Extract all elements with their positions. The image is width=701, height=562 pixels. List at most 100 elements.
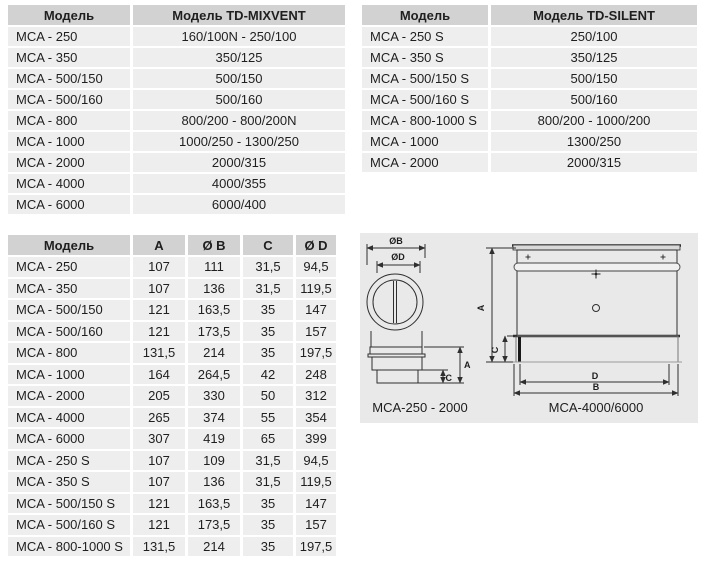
dim-label-b: B — [593, 382, 600, 392]
model-cell: MCA - 500/150 S — [8, 493, 130, 513]
value-cell: 248 — [296, 364, 336, 384]
model-cell: MCA - 1000 — [362, 132, 488, 151]
dim-label-a-right: A — [476, 304, 486, 311]
value-cell: 173,5 — [188, 515, 240, 535]
value-cell: 163,5 — [188, 493, 240, 513]
value-cell: 107 — [133, 278, 185, 298]
screw-mark — [660, 254, 666, 260]
value-cell: 119,5 — [296, 472, 336, 492]
value-cell: 265 — [133, 407, 185, 427]
model-cell: MCA - 500/150 — [8, 300, 130, 320]
header-row: Модель Модель TD-MIXVENT — [8, 5, 345, 25]
value-cell: 136 — [188, 278, 240, 298]
value-cell: 107 — [133, 450, 185, 470]
table-row: MCA - 250 160/100N - 250/100 — [8, 27, 345, 46]
value-cell: 2000/315 — [133, 153, 345, 172]
value-cell: 214 — [188, 343, 240, 363]
value-cell: 354 — [296, 407, 336, 427]
model-cell: MCA - 250 S — [362, 27, 488, 46]
table-row: MCA - 1000 1300/250 — [362, 132, 697, 151]
profile-spigot — [376, 369, 419, 384]
top-plate — [512, 244, 681, 251]
value-cell: 800/200 - 1000/200 — [491, 111, 697, 130]
table-row: MCA - 500/160 121 173,5 35 157 — [8, 321, 336, 341]
value-cell: 399 — [296, 429, 336, 449]
value-cell: 500/160 — [491, 90, 697, 109]
value-cell: 35 — [243, 321, 293, 341]
value-cell: 350/125 — [133, 48, 345, 67]
value-cell: 1000/250 - 1300/250 — [133, 132, 345, 151]
value-cell: 50 — [243, 386, 293, 406]
value-cell: 119,5 — [296, 278, 336, 298]
value-cell: 121 — [133, 321, 185, 341]
value-cell: 1300/250 — [491, 132, 697, 151]
screw-mark — [525, 254, 531, 260]
duct-section — [515, 335, 679, 363]
model-cell: MCA - 800 — [8, 343, 130, 363]
table-row: MCA - 1000 164 264,5 42 248 — [8, 364, 336, 384]
value-cell: 35 — [243, 493, 293, 513]
fastener-cross-mark — [591, 269, 601, 279]
table-row: MCA - 2000 2000/315 — [8, 153, 345, 172]
table-row: MCA - 500/160 S 121 173,5 35 157 — [8, 515, 336, 535]
table-row: MCA - 500/160 500/160 — [8, 90, 345, 109]
value-cell: 197,5 — [296, 343, 336, 363]
value-cell: 500/150 — [491, 69, 697, 88]
value-cell: 500/150 — [133, 69, 345, 88]
model-cell: MCA - 350 — [8, 278, 130, 298]
value-cell: 35 — [243, 536, 293, 556]
mixvent-table: Модель Модель TD-MIXVENT MCA - 250 160/100… — [5, 3, 348, 216]
table-row: MCA - 2000 205 330 50 312 — [8, 386, 336, 406]
table-row: MCA - 6000 6000/400 — [8, 195, 345, 214]
dim-label-c-right: C — [490, 346, 500, 353]
dim-label-d: D — [592, 371, 599, 381]
value-cell: 35 — [243, 343, 293, 363]
model-cell: MCA - 2000 — [8, 153, 130, 172]
table-row: MCA - 2000 2000/315 — [362, 153, 697, 172]
value-cell: 107 — [133, 472, 185, 492]
value-cell: 121 — [133, 300, 185, 320]
value-cell: 121 — [133, 493, 185, 513]
model-cell: MCA - 500/160 — [8, 321, 130, 341]
front-view-drawing: ØB ØD A C — [366, 236, 471, 415]
profile-body — [371, 356, 423, 371]
model-cell: MCA - 350 S — [8, 472, 130, 492]
value-cell: 264,5 — [188, 364, 240, 384]
table-row: MCA - 1000 1000/250 - 1300/250 — [8, 132, 345, 151]
value-cell: 205 — [133, 386, 185, 406]
model-cell: MCA - 800-1000 S — [8, 536, 130, 556]
value-cell: 250/100 — [491, 27, 697, 46]
drain-hole-mark — [592, 304, 600, 312]
column-header: Ø D — [296, 235, 336, 255]
model-cell: MCA - 1000 — [8, 364, 130, 384]
value-cell: 197,5 — [296, 536, 336, 556]
model-cell: MCA - 500/150 — [8, 69, 130, 88]
model-cell: MCA - 1000 — [8, 132, 130, 151]
value-cell: 94,5 — [296, 450, 336, 470]
model-cell: MCA - 800-1000 S — [362, 111, 488, 130]
dim-label-c-left: C — [446, 373, 453, 383]
table-row: MCA - 800-1000 S 800/200 - 1000/200 — [362, 111, 697, 130]
value-cell: 107 — [133, 257, 185, 277]
column-header: Модель — [8, 235, 130, 255]
column-header: Ø B — [188, 235, 240, 255]
table-row: MCA - 350 107 136 31,5 119,5 — [8, 278, 336, 298]
column-header: Модель TD-MIXVENT — [133, 5, 345, 25]
dim-label-od: ØD — [391, 252, 405, 262]
table-row: MCA - 500/150 121 163,5 35 147 — [8, 300, 336, 320]
table-row: MCA - 250 S 250/100 — [362, 27, 697, 46]
model-cell: MCA - 4000 — [8, 174, 130, 193]
value-cell: 55 — [243, 407, 293, 427]
value-cell: 157 — [296, 515, 336, 535]
dim-label-ob: ØB — [389, 236, 403, 246]
value-cell: 131,5 — [133, 343, 185, 363]
dim-label-a-left: A — [464, 360, 471, 370]
value-cell: 307 — [133, 429, 185, 449]
model-cell: MCA - 6000 — [8, 195, 130, 214]
model-cell: MCA - 500/160 — [8, 90, 130, 109]
model-cell: MCA - 500/160 S — [8, 515, 130, 535]
value-cell: 164 — [133, 364, 185, 384]
value-cell: 35 — [243, 515, 293, 535]
value-cell: 800/200 - 800/200N — [133, 111, 345, 130]
